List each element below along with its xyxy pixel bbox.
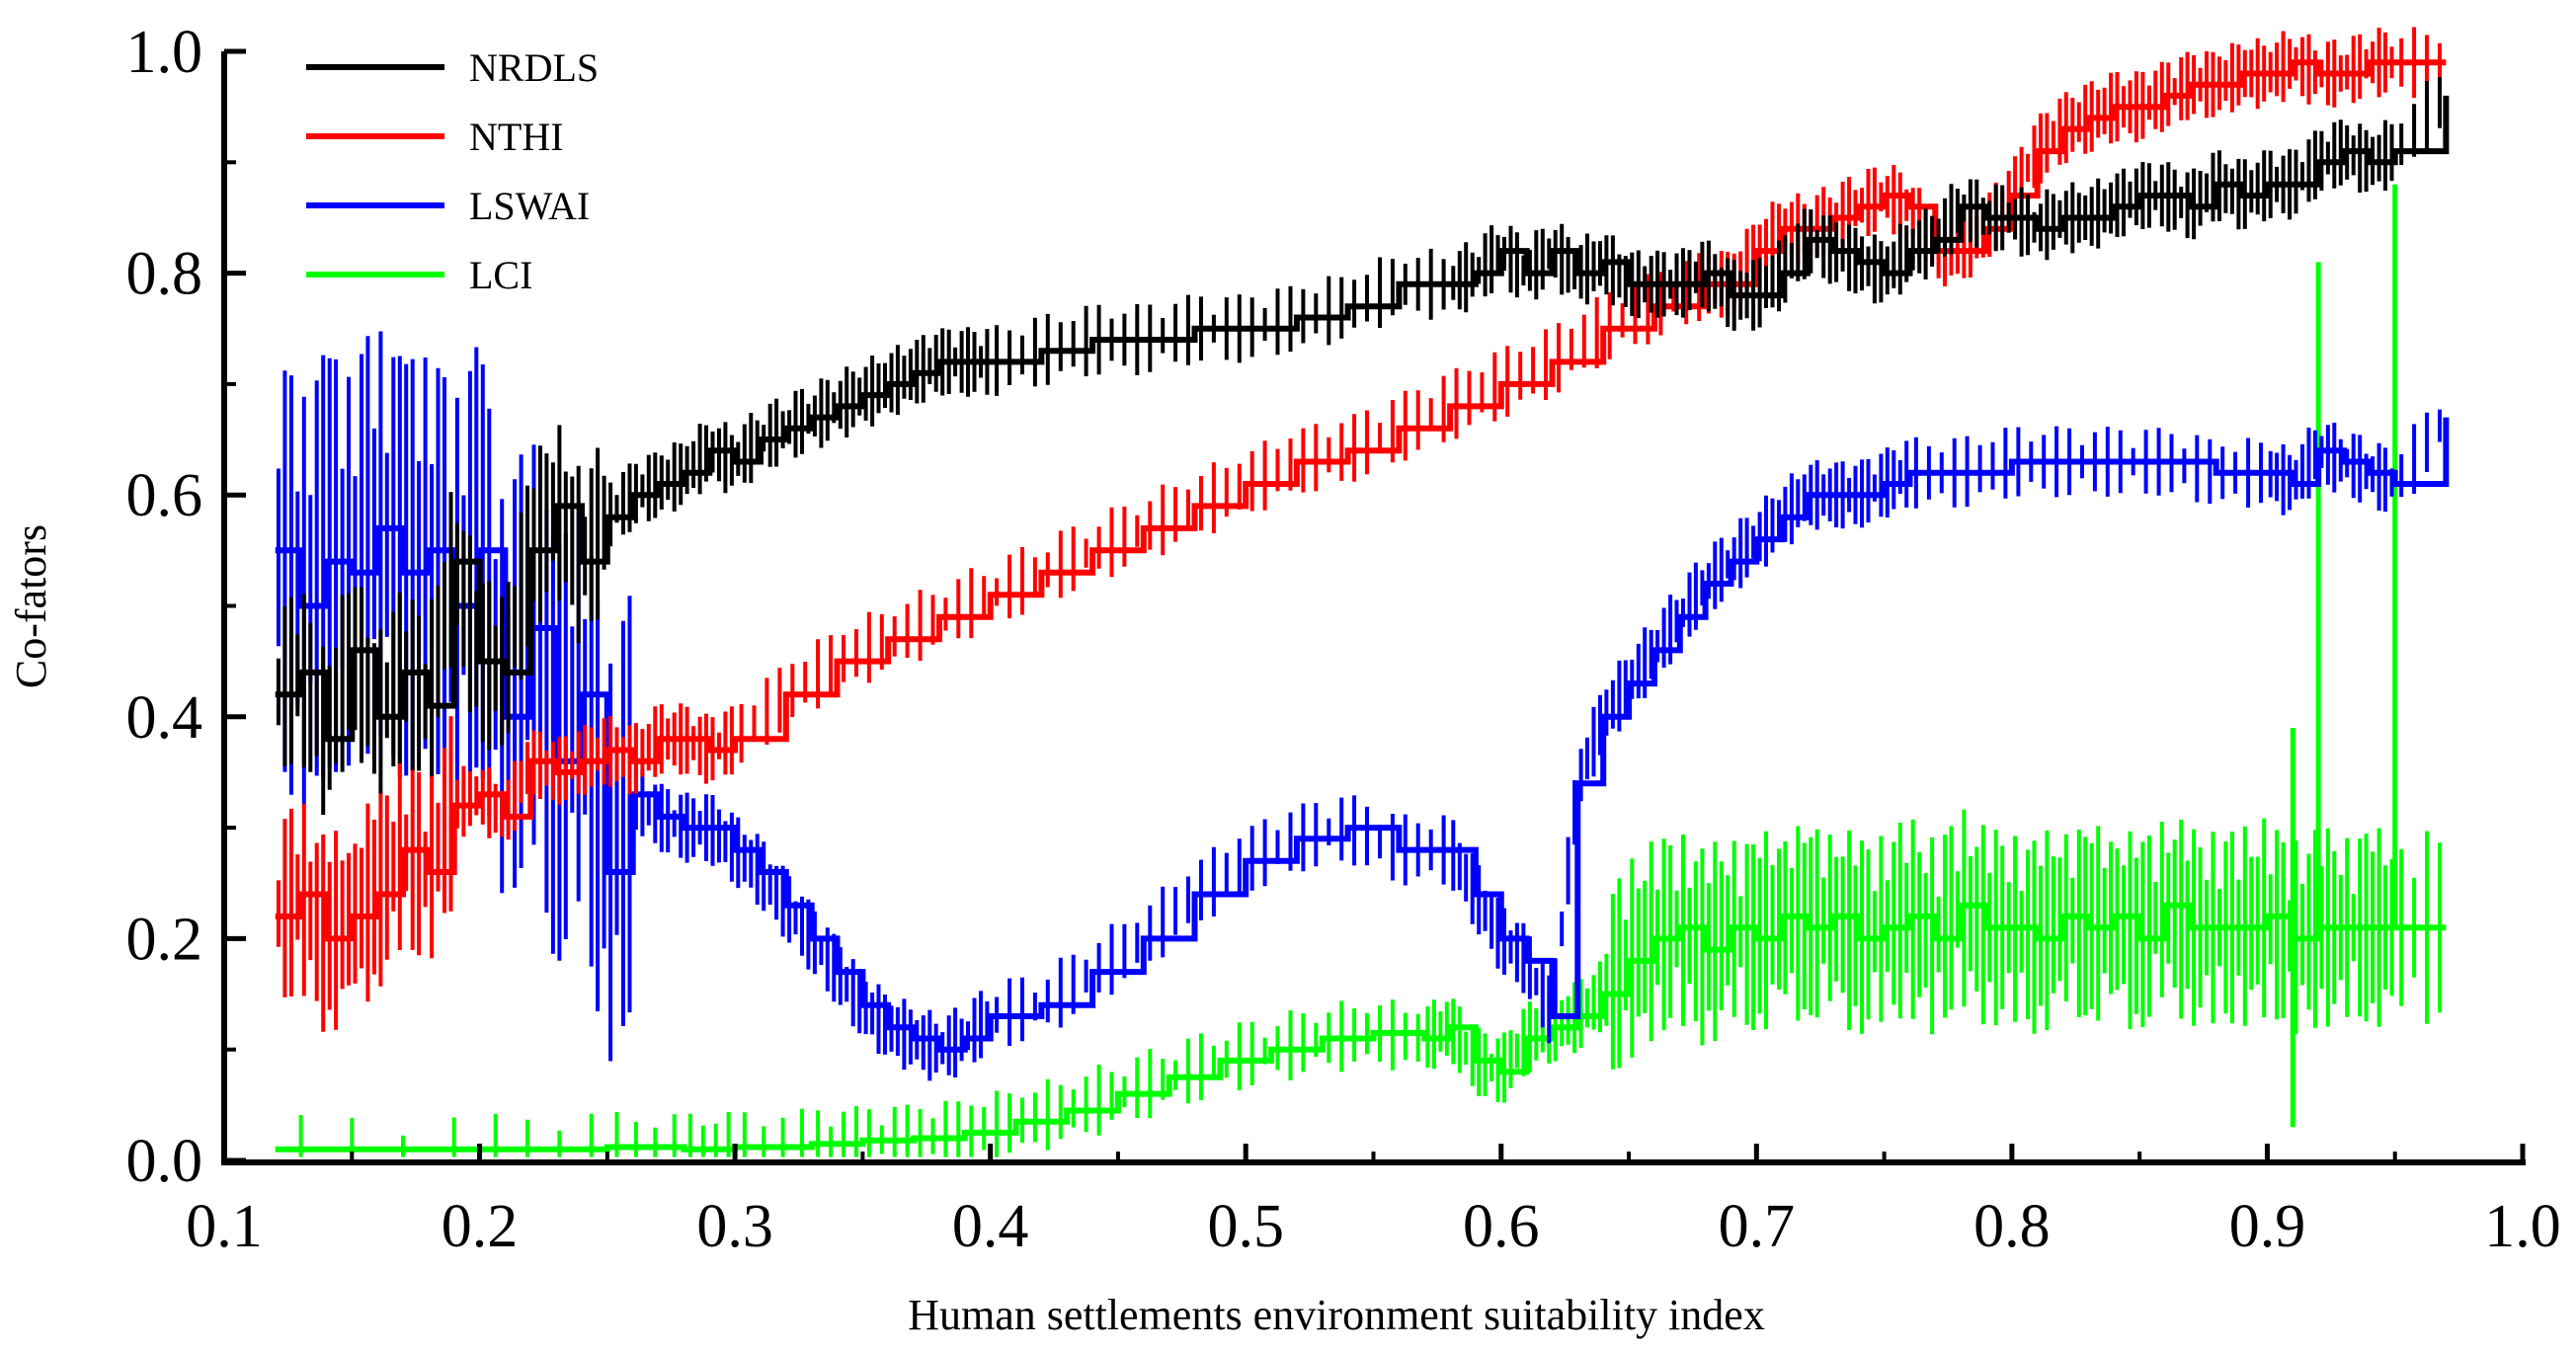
legend-label-lswai: LSWAI bbox=[469, 184, 590, 228]
y-tick-label: 0.8 bbox=[126, 241, 203, 308]
y-tick-label: 0.4 bbox=[126, 684, 203, 752]
x-tick-label: 0.2 bbox=[442, 1193, 519, 1260]
series-layer bbox=[275, 27, 2450, 1157]
legend: NRDLS NTHI LSWAI LCI bbox=[306, 45, 599, 297]
x-tick-label: 0.8 bbox=[1973, 1193, 2051, 1260]
tick-labels: 0.1 0.2 0.3 0.4 0.5 0.6 0.7 0.8 0.9 1.0 0.0 0.2 0.4 0… bbox=[126, 19, 2561, 1260]
x-axis-title: Human settlements environment suitabilit… bbox=[908, 1291, 1765, 1339]
legend-label-nthi: NTHI bbox=[469, 115, 564, 159]
x-tick-label: 0.1 bbox=[186, 1193, 263, 1260]
y-tick-label: 0.2 bbox=[126, 906, 203, 973]
legend-label-nrdls: NRDLS bbox=[469, 45, 599, 90]
series-line bbox=[275, 95, 2450, 743]
legend-label-lci: LCI bbox=[469, 253, 532, 297]
x-tick-label: 0.6 bbox=[1463, 1193, 1540, 1260]
x-tick-label: 0.4 bbox=[952, 1193, 1029, 1260]
series-line bbox=[275, 59, 2447, 942]
y-tick-label: 0.6 bbox=[126, 462, 203, 529]
x-tick-label: 1.0 bbox=[2484, 1193, 2561, 1260]
y-tick-label: 0.0 bbox=[126, 1128, 203, 1195]
y-tick-label: 1.0 bbox=[126, 19, 203, 86]
y-axis-title: Co-fators bbox=[7, 524, 55, 688]
series-lci bbox=[275, 184, 2447, 1157]
series-nrdls bbox=[275, 77, 2450, 815]
x-tick-label: 0.9 bbox=[2229, 1193, 2306, 1260]
ticks-layer bbox=[221, 48, 2526, 1163]
x-tick-label: 0.7 bbox=[1719, 1193, 1796, 1260]
x-tick-label: 0.5 bbox=[1207, 1193, 1284, 1260]
series-line bbox=[275, 417, 2450, 1053]
x-tick-label: 0.3 bbox=[696, 1193, 773, 1260]
series-nthi bbox=[275, 27, 2447, 1032]
